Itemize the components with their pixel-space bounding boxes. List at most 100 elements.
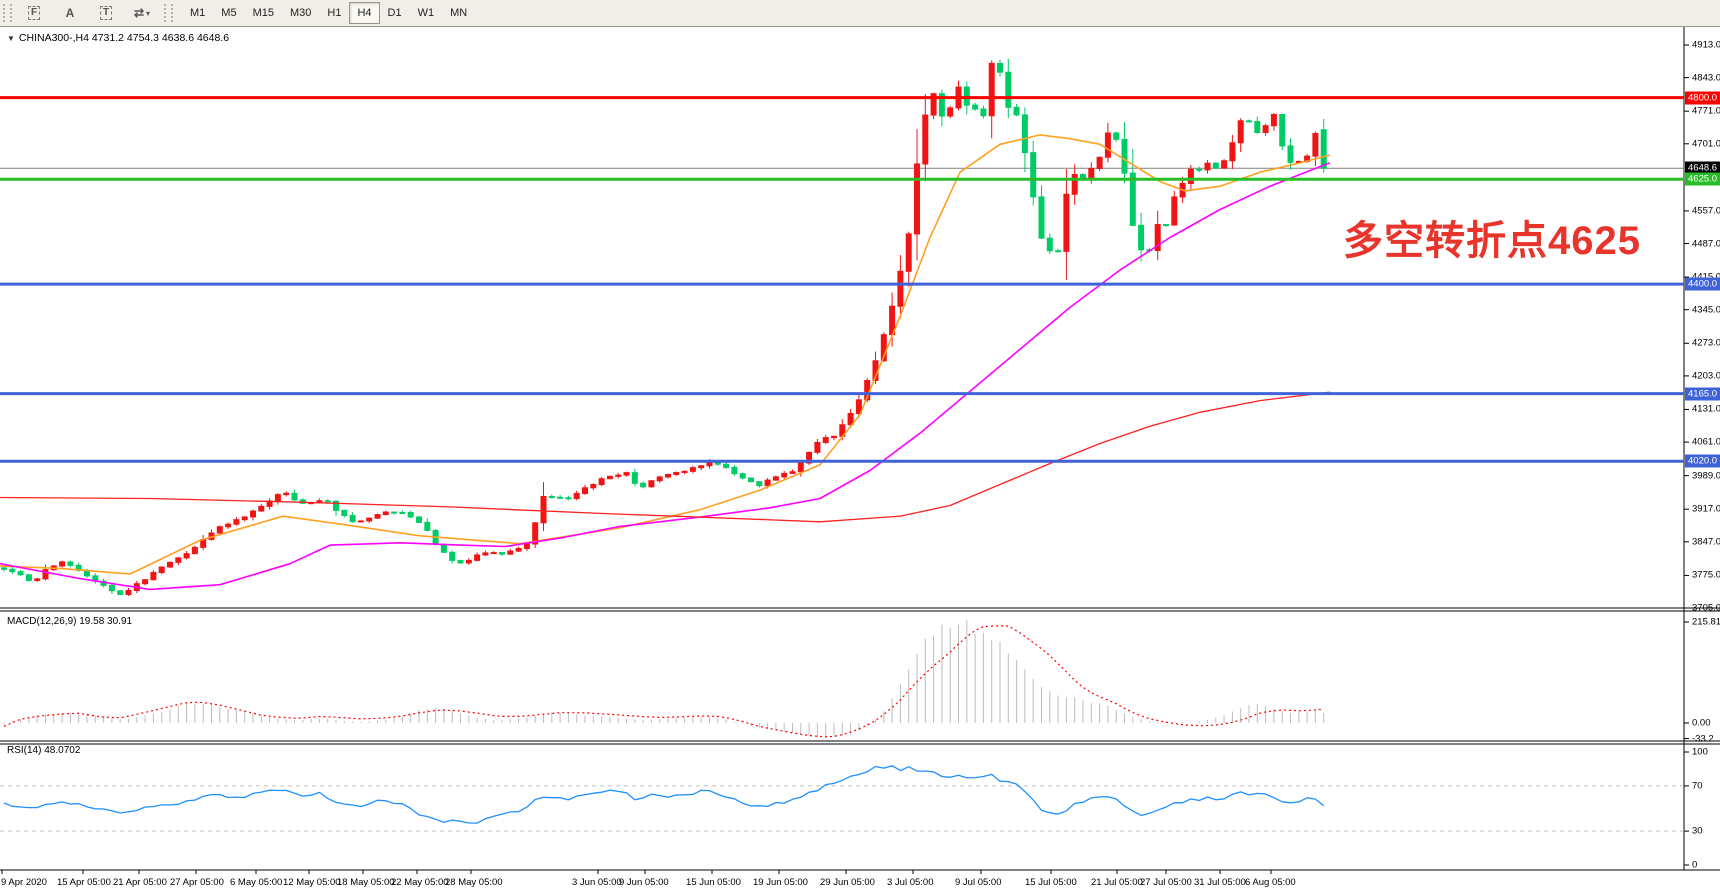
candle-body [440,543,447,553]
price-level-flag-4020.0: 4020.0 [1685,454,1720,468]
candle-body [656,476,663,482]
candle-body [490,552,497,555]
candle-body [1030,152,1037,198]
candle-body [980,108,987,117]
ma-slow-red [0,391,1331,523]
candle-body [731,466,738,475]
candle-body [191,546,198,555]
time-axis-label: 27 Apr 05:00 [170,877,224,888]
timeframe-button-M1[interactable]: M1 [190,7,206,19]
timeframe-button-H4[interactable]: H4 [349,2,380,24]
toolbar-grip[interactable] [3,4,12,22]
candle-body [914,163,920,235]
candle-body [341,509,348,517]
candle-body [797,462,804,473]
timeframe-button-W1[interactable]: W1 [417,7,435,19]
dropdown-caret-icon[interactable]: ▾ [146,8,151,18]
candle-body [880,334,887,362]
candle-body [17,571,24,576]
rsi-axis-tick-label: 70 [1692,780,1703,792]
candle-body [515,547,522,552]
price-axis-tick-label: 3989.0 [1692,470,1720,482]
arrows-tool-icon[interactable]: ⇄ ▾ [125,2,159,24]
candle-body [922,114,929,165]
timeframe-button-MN[interactable]: MN [450,7,468,19]
text-box-icon-glyph: T [99,6,113,20]
candle-body [399,511,406,514]
candle-body [905,233,912,272]
candle-body [42,569,49,580]
candle-body [963,86,970,106]
toolbar-grip-2[interactable] [164,4,173,22]
time-axis-label: 12 May 05:00 [283,877,341,888]
time-axis-label: 9 Jun 05:00 [619,877,669,888]
candle-body [814,441,821,453]
timeframe-button-D1[interactable]: D1 [387,7,402,19]
price-axis-tick-label: 4131.0 [1692,403,1720,415]
macd-axis-tick-label: -33.2 [1692,733,1714,745]
templates-icon[interactable]: F [17,2,51,24]
timeframe-button-M5[interactable]: M5 [221,7,237,19]
timeframe-button-H1[interactable]: H1 [327,7,342,19]
candle-body [291,492,298,501]
candle-body [1,567,7,570]
chart-area[interactable]: ▼ CHINA300-,H4 4731.2 4754.3 4638.6 4648… [0,27,1720,893]
candle-body [150,572,157,581]
price-axis-tick-label: 4061.0 [1692,436,1720,448]
candle-body [997,62,1003,73]
candle-body [324,500,331,503]
candle-body [457,559,464,564]
candle-body [1005,71,1012,108]
price-level-flag-4800.0: 4800.0 [1685,91,1720,105]
candle-body [465,559,472,564]
price-level-flag-4165.0: 4165.0 [1685,387,1720,401]
candle-body [416,516,422,523]
timeframe-button-M15[interactable]: M15 [252,7,274,19]
candle-body [615,474,622,477]
candle-body [67,561,74,566]
chart-annotation-text: 多空转折点4625 [1343,219,1641,263]
candle-body [1279,113,1286,147]
candle-body [1154,224,1161,252]
candle-body [1046,237,1053,252]
candle-body [673,472,680,476]
candle-body [1196,168,1203,171]
candle-body [1129,172,1136,226]
text-label-icon[interactable]: A [53,2,87,24]
macd-axis-tick-label: 0.00 [1692,717,1711,729]
candle-body [930,93,937,116]
price-axis-tick-label: 4557.0 [1692,205,1720,217]
price-axis-tick-label: 4843.0 [1692,72,1720,84]
candle-body [158,566,165,574]
candle-body [374,514,381,519]
candle-body [1312,132,1319,157]
candle-body [573,492,580,500]
time-axis-label: 15 Apr 05:00 [57,877,111,888]
candle-body [640,482,647,488]
candle-body [233,519,240,525]
candle-body [357,520,364,523]
candle-body [1187,168,1194,184]
candle-body [175,557,182,563]
candle-body [1063,193,1070,252]
collapse-triangle-icon[interactable]: ▼ [7,33,15,43]
time-axis-label: 29 Jun 05:00 [820,877,875,888]
text-box-icon[interactable]: T [89,2,123,24]
text-label-icon-glyph: A [65,6,75,20]
symbol-title-text: CHINA300-,H4 4731.2 4754.3 4638.6 4648.6 [18,32,230,44]
candle-body [1229,142,1236,162]
candle-body [565,497,572,500]
candle-body [789,471,796,474]
candle-body [831,435,837,439]
candle-body [855,399,862,414]
time-axis-label: 27 Jul 05:00 [1140,877,1192,888]
price-axis-tick-label: 3917.0 [1692,503,1720,515]
candle-body [532,522,539,545]
price-axis-tick-label: 4203.0 [1692,370,1720,382]
candle-body [507,550,514,555]
price-axis-tick-label: 4273.0 [1692,337,1720,349]
timeframe-button-M30[interactable]: M30 [289,7,312,19]
price-axis-tick-label: 4913.0 [1692,39,1720,51]
chart-canvas[interactable] [0,27,1720,893]
candle-body [590,484,597,489]
